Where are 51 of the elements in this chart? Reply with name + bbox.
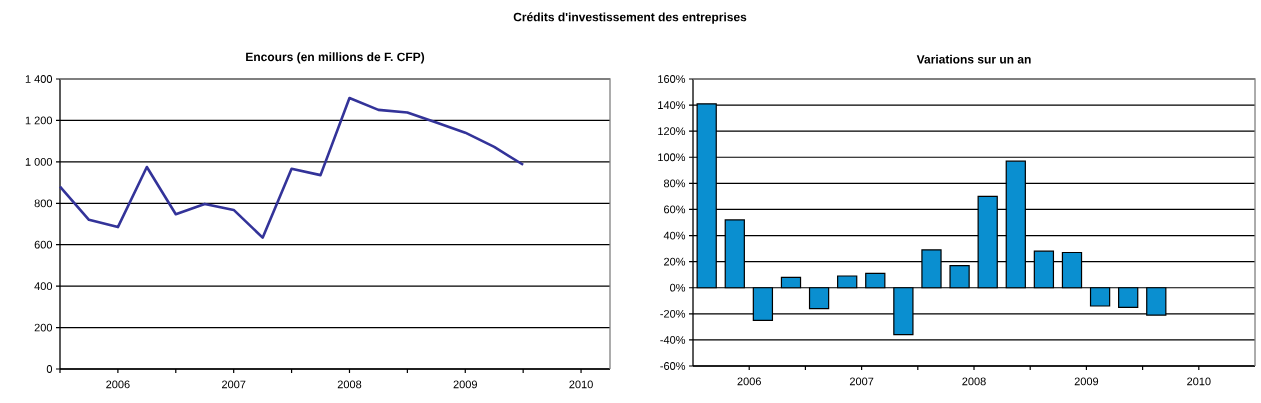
y-tick-label: 1 000 xyxy=(25,157,53,166)
y-tick-label: 20% xyxy=(664,257,686,266)
bar xyxy=(1033,250,1055,289)
y-tick-label: 80% xyxy=(663,179,686,188)
x-tick-label: 2007 xyxy=(849,377,874,386)
y-tick-label: 40% xyxy=(663,231,686,240)
y-tick-label: 160% xyxy=(658,75,686,83)
bar xyxy=(1005,160,1026,289)
bar xyxy=(921,249,942,289)
y-tick-label: -40% xyxy=(660,336,686,344)
y-tick-label: 140% xyxy=(658,101,686,109)
bar xyxy=(1089,287,1111,307)
chart-title: Variations sur un an xyxy=(916,54,1031,64)
y-tick-label: 60% xyxy=(664,205,686,214)
bar xyxy=(696,103,717,289)
text: Crédits d'investissement des entreprises xyxy=(513,12,747,24)
y-tick-label: -60% xyxy=(660,362,686,370)
y-tick-label: 0 xyxy=(46,365,53,373)
bar xyxy=(1146,287,1167,316)
x-tick-label: 2006 xyxy=(106,380,130,389)
x-tick-label: 2010 xyxy=(569,380,593,389)
bar xyxy=(724,219,745,289)
x-tick-label: 2010 xyxy=(1187,377,1211,386)
bar xyxy=(977,195,998,289)
y-tick-label: 1 200 xyxy=(25,116,53,125)
y-tick-label: 0% xyxy=(670,283,686,292)
bar xyxy=(865,272,886,289)
y-tick-label: -20% xyxy=(660,309,686,318)
x-tick-label: 2006 xyxy=(737,377,761,386)
bar xyxy=(1118,287,1139,308)
bar xyxy=(780,276,802,289)
y-tick-label: 600 xyxy=(34,240,53,249)
bar xyxy=(808,287,830,310)
y-tick-label: 100% xyxy=(658,153,686,162)
x-tick-label: 2008 xyxy=(962,377,986,386)
x-tick-label: 2008 xyxy=(337,380,362,389)
chart-title: Encours (en millions de F. CFP) xyxy=(246,52,425,64)
line-series xyxy=(58,96,525,239)
x-tick-label: 2007 xyxy=(222,380,246,389)
bar xyxy=(837,275,858,289)
y-tick-label: 400 xyxy=(34,282,53,291)
bar xyxy=(893,287,914,336)
y-tick-label: 1 400 xyxy=(25,75,53,83)
bar xyxy=(752,287,774,321)
y-tick-label: 200 xyxy=(34,323,53,332)
bar xyxy=(1061,251,1083,289)
x-tick-label: 2009 xyxy=(453,380,477,389)
y-tick-label: 800 xyxy=(34,199,53,208)
x-tick-label: 2009 xyxy=(1074,377,1099,386)
bar xyxy=(949,264,970,289)
y-tick-label: 120% xyxy=(658,127,686,136)
